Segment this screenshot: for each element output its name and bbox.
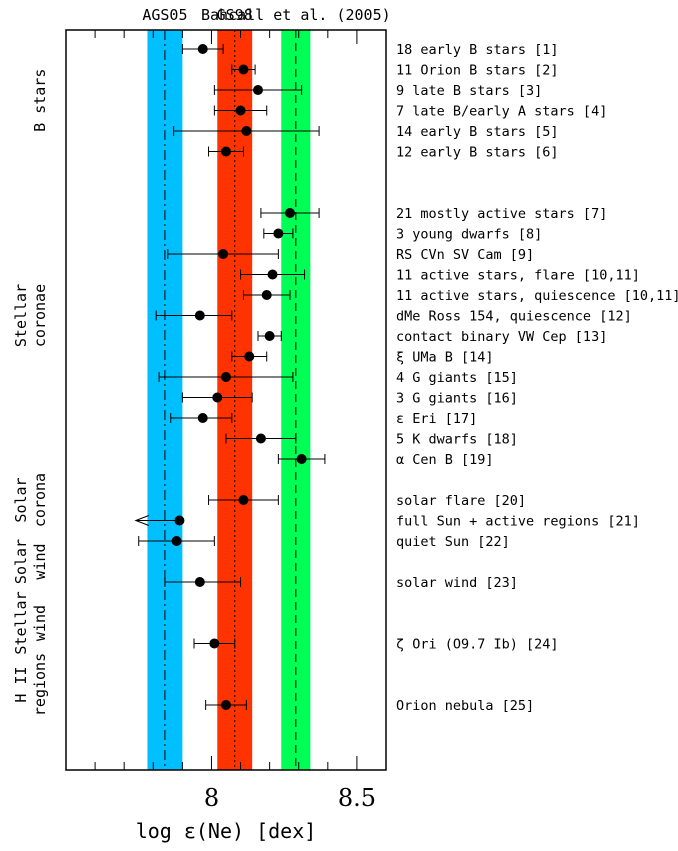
- data-point-6: [285, 208, 295, 218]
- data-point-12: [264, 331, 275, 341]
- x-axis: 8 8.5 log ε(Ne) [dex]: [94, 30, 376, 843]
- point-label-10: 11 active stars, quiescence [10,11]: [396, 288, 678, 304]
- point-label-1: 11 Orion B stars [2]: [396, 63, 559, 79]
- group-label-line-2-1: corona: [31, 473, 49, 527]
- group-label-line-5-1: regions: [31, 653, 49, 716]
- group-labels: B starsStellarcoronaeSolarcoronaSolarwin…: [12, 69, 49, 716]
- data-point-16: [197, 413, 208, 423]
- point-label-17: 5 K dwarfs [18]: [396, 432, 518, 448]
- group-label-2: Solarcorona: [12, 473, 49, 527]
- data-point-2: [253, 85, 263, 95]
- data-point-14: [221, 372, 231, 382]
- point-label-15: 3 G giants [16]: [396, 391, 518, 407]
- point-label-22: solar wind [23]: [396, 575, 518, 591]
- band-label-0: AGS05: [142, 6, 187, 24]
- data-point-9: [267, 269, 278, 280]
- point-label-0: 18 early B stars [1]: [396, 42, 559, 58]
- data-point-20: [174, 515, 185, 526]
- point-label-16: ε Eri [17]: [396, 411, 477, 427]
- band-label-1: GS98: [217, 6, 253, 24]
- group-label-line-1-0: Stellar: [12, 284, 30, 347]
- point-label-6: 21 mostly active stars [7]: [396, 206, 607, 222]
- point-label-12: contact binary VW Cep [13]: [396, 329, 607, 345]
- group-label-3: Solarwind: [12, 539, 49, 584]
- upper-limit-arrow-20: [134, 515, 149, 526]
- group-label-line-3-1: wind: [31, 543, 49, 579]
- point-label-24: Orion nebula [25]: [396, 698, 534, 714]
- point-label-5: 12 early B stars [6]: [396, 145, 559, 161]
- point-label-4: 14 early B stars [5]: [396, 124, 559, 140]
- group-label-line-2-0: Solar: [12, 477, 30, 522]
- group-label-0: B stars: [31, 69, 49, 132]
- group-label-line-5-0: H II: [12, 666, 30, 702]
- data-point-22: [194, 577, 205, 587]
- group-label-line-4-1: wind: [31, 605, 49, 641]
- data-point-19: [238, 495, 249, 505]
- bands-layer: [147, 30, 311, 770]
- data-point-15: [212, 392, 223, 403]
- data-point-13: [244, 351, 255, 362]
- point-label-20: full Sun + active regions [21]: [396, 514, 640, 530]
- data-point-5: [221, 146, 231, 157]
- point-label-23: ζ Ori (O9.7 Ib) [24]: [396, 637, 559, 653]
- point-label-14: 4 G giants [15]: [396, 370, 518, 386]
- point-label-21: quiet Sun [22]: [396, 534, 510, 550]
- group-label-line-0-0: B stars: [31, 69, 49, 132]
- x-tick-label-0: 8: [204, 784, 219, 812]
- point-label-19: solar flare [20]: [396, 493, 526, 509]
- data-point-11: [194, 310, 205, 321]
- data-point-10: [261, 290, 272, 300]
- point-label-11: dMe Ross 154, quiescence [12]: [396, 309, 632, 325]
- data-point-4: [241, 126, 252, 136]
- data-point-3: [235, 105, 246, 116]
- points-layer: [134, 44, 326, 710]
- data-point-23: [209, 638, 220, 649]
- band-label-2: Bahcall et al. (2005): [201, 6, 391, 24]
- point-label-13: ξ UMa B [14]: [396, 350, 494, 366]
- point-label-3: 7 late B/early A stars [4]: [396, 104, 607, 120]
- data-point-8: [218, 249, 229, 259]
- group-label-4: Stellarwind: [12, 591, 49, 654]
- data-point-18: [296, 454, 307, 464]
- point-label-9: 11 active stars, flare [10,11]: [396, 268, 640, 284]
- data-point-21: [171, 536, 182, 546]
- group-label-5: H IIregions: [12, 653, 49, 716]
- group-label-line-1-1: coronae: [31, 284, 49, 347]
- group-label-line-3-0: Solar: [12, 539, 30, 584]
- plot-frame: [65, 29, 387, 771]
- group-label-line-4-0: Stellar: [12, 591, 30, 654]
- data-point-17: [255, 433, 266, 444]
- data-point-1: [238, 64, 249, 75]
- data-point-24: [221, 700, 231, 710]
- point-label-18: α Cen B [19]: [396, 452, 494, 468]
- point-label-7: 3 young dwarfs [8]: [396, 227, 542, 243]
- point-label-8: RS CVn SV Cam [9]: [396, 247, 534, 263]
- group-label-1: Stellarcoronae: [12, 284, 49, 347]
- data-point-0: [197, 44, 208, 54]
- data-point-7: [273, 228, 284, 239]
- point-label-2: 9 late B stars [3]: [396, 83, 542, 99]
- x-tick-label-1: 8.5: [338, 784, 376, 812]
- x-axis-label: log ε(Ne) [dex]: [136, 819, 317, 843]
